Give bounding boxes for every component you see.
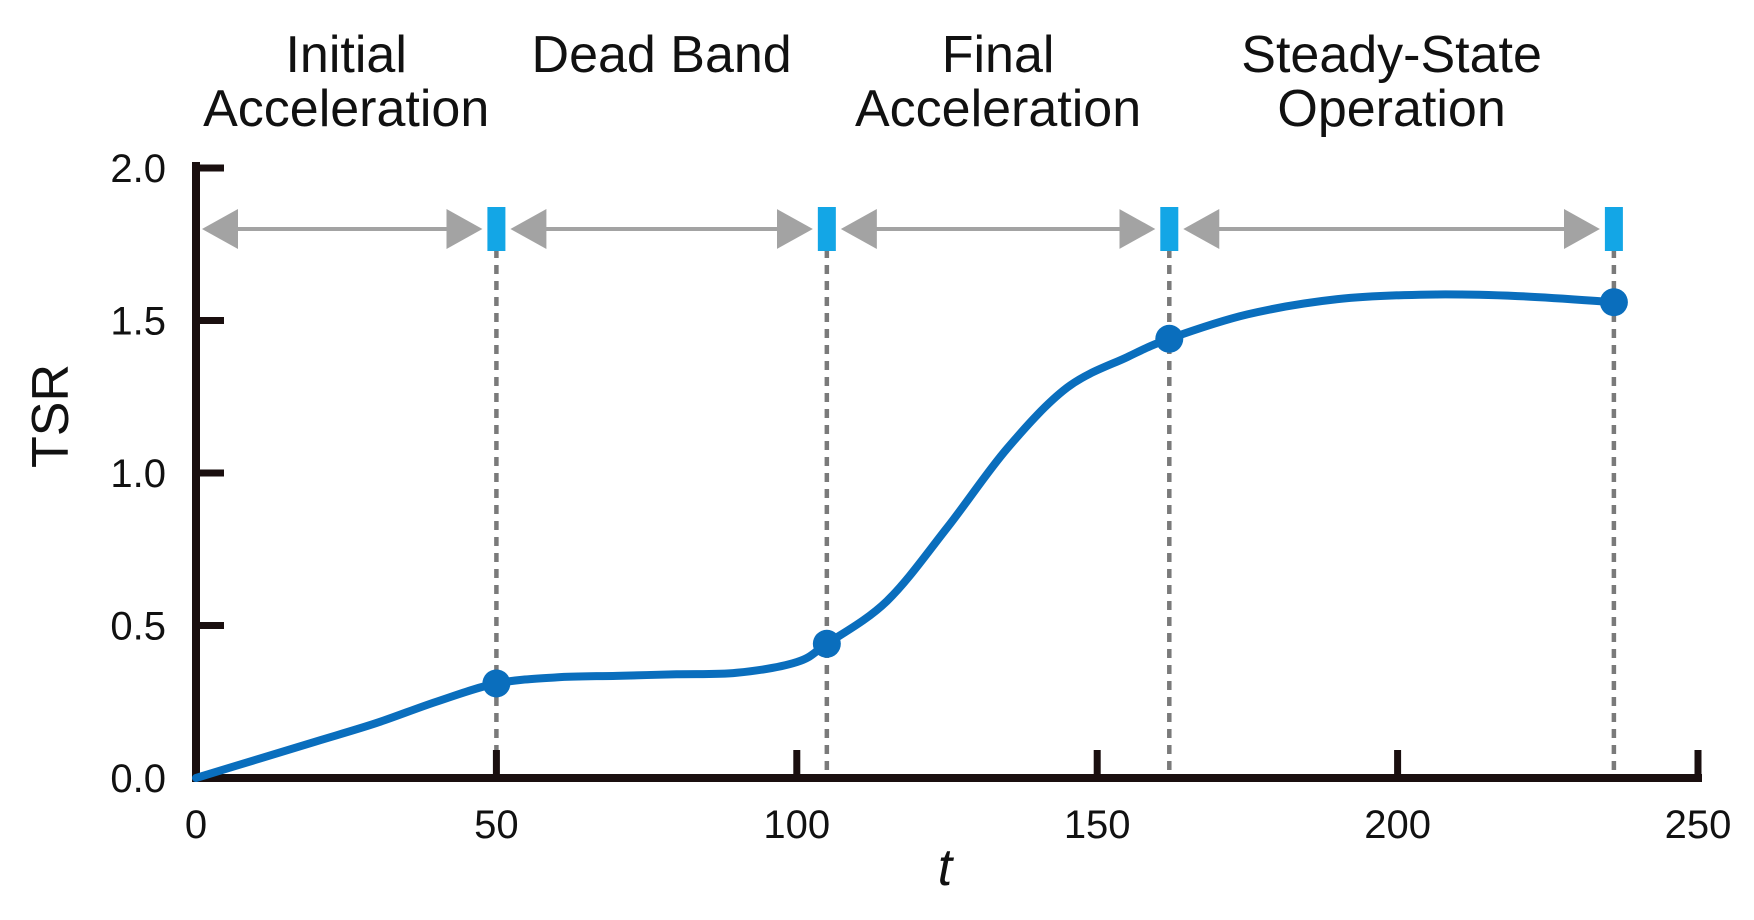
phase-label: Dead Band [532,26,792,84]
x-tick-label: 250 [1665,803,1732,847]
x-tick-label: 0 [185,803,207,847]
series-curve [192,290,1618,782]
phase-label: Acceleration [855,80,1141,138]
x-tick-label: 50 [474,803,519,847]
y-tick-label: 1.0 [110,452,166,496]
phase-label: Operation [1277,80,1505,138]
phase-boundary-lines [494,249,1617,778]
phase-label: Final [942,26,1055,84]
x-tick-label: 200 [1364,803,1431,847]
data-point [482,669,511,698]
boundary-marker [487,207,506,251]
data-point [1155,324,1184,353]
y-tick-label: 0.5 [110,605,166,649]
boundary-marker [1160,207,1179,251]
boundary-markers [487,207,1623,251]
axes [192,162,1702,782]
boundary-marker [1604,207,1623,251]
y-tick-label: 2.0 [110,147,166,191]
data-point [812,629,841,658]
x-tick-label: 150 [1064,803,1131,847]
phase-label: Initial [285,26,406,84]
y-tick-label: 1.5 [110,300,166,344]
data-markers [482,288,1628,698]
phase-label: Acceleration [203,80,489,138]
y-tick-label: 0.0 [110,757,166,801]
ticks: 0.0 0.5 1.0 1.5 2.0 0 50 100 150 200 250 [110,147,1731,847]
boundary-marker [817,207,836,251]
phase-label: Steady-State [1241,26,1542,84]
data-point [1599,288,1628,317]
x-tick-label: 100 [763,803,830,847]
tsr-series-line [192,290,1618,782]
x-axis-title: t [938,839,955,897]
y-axis-title: TSR [22,364,80,468]
